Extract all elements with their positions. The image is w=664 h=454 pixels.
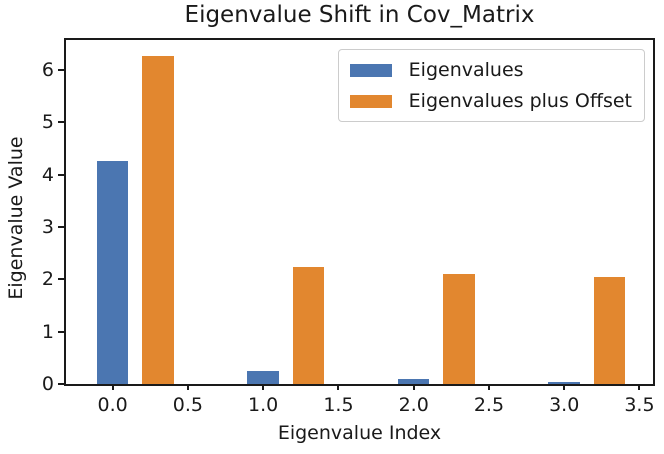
y-tick-label: 3	[41, 215, 54, 238]
x-tick-label: 1.5	[323, 394, 354, 416]
bar-eigenvalues-plus-offset-3	[593, 277, 626, 384]
bar-eigenvalues-3	[548, 381, 580, 384]
bar-eigenvalues-0	[96, 160, 129, 384]
legend-swatch-eigenvalues-plus-offset	[349, 94, 392, 108]
y-tick-label: 4	[41, 163, 54, 186]
bar-eigenvalues-plus-offset-2	[443, 274, 475, 384]
x-tick-mark	[111, 384, 114, 390]
x-tick-label: 1.0	[248, 394, 279, 416]
bar-eigenvalues-plus-offset-0	[142, 56, 174, 384]
x-tick-label: 0.0	[97, 394, 128, 416]
legend-swatch-eigenvalues	[349, 63, 392, 77]
legend-item-eigenvalues-plus-offset: Eigenvalues plus Offset	[349, 90, 632, 112]
x-tick-label: 0.5	[172, 394, 204, 416]
legend: Eigenvalues Eigenvalues plus Offset	[337, 49, 645, 122]
y-tick-label: 1	[41, 320, 54, 343]
y-tick-mark	[58, 173, 64, 176]
x-tick-mark	[337, 384, 340, 390]
y-tick-mark	[58, 68, 64, 71]
bar-eigenvalues-2	[397, 378, 430, 384]
x-tick-mark	[487, 384, 490, 390]
x-tick-mark	[412, 384, 415, 390]
y-tick-label: 5	[41, 111, 54, 134]
y-tick-label: 2	[41, 268, 54, 291]
chart-title: Eigenvalue Shift in Cov_Matrix	[184, 2, 535, 28]
x-tick-mark	[638, 384, 641, 390]
plot-area: Eigenvalues Eigenvalues plus Offset	[64, 38, 655, 386]
x-axis-label: Eigenvalue Index	[277, 422, 442, 444]
x-tick-mark	[563, 384, 566, 390]
y-tick-mark	[58, 225, 64, 228]
y-tick-mark	[58, 121, 64, 124]
x-tick-label: 2.0	[398, 394, 429, 416]
bar-eigenvalues-1	[247, 371, 279, 384]
y-tick-mark	[58, 278, 64, 281]
legend-label-eigenvalues: Eigenvalues	[408, 59, 524, 81]
x-tick-mark	[186, 384, 189, 390]
bar-eigenvalues-plus-offset-1	[292, 266, 325, 384]
x-tick-label: 3.5	[624, 394, 655, 416]
y-tick-mark	[58, 383, 64, 385]
legend-label-eigenvalues-plus-offset: Eigenvalues plus Offset	[408, 90, 632, 112]
y-tick-label: 6	[41, 58, 54, 81]
legend-item-eigenvalues: Eigenvalues	[349, 59, 632, 81]
x-tick-mark	[262, 384, 265, 390]
x-tick-label: 2.5	[473, 394, 505, 416]
y-tick-label: 0	[41, 373, 54, 395]
y-tick-mark	[58, 330, 64, 333]
x-tick-label: 3.0	[549, 394, 580, 416]
